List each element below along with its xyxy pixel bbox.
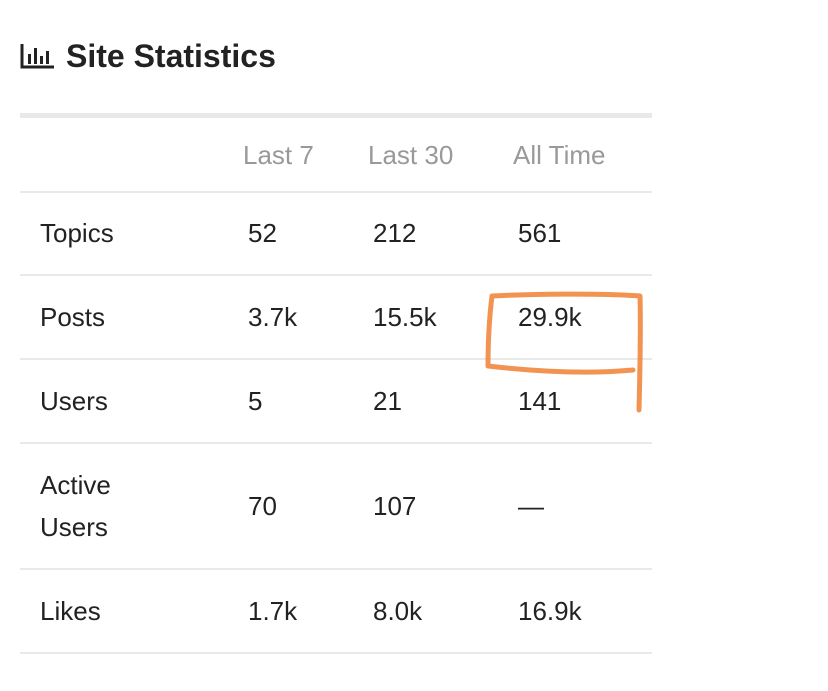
stat-value: 21 <box>353 380 498 422</box>
stat-value: 70 <box>228 485 353 527</box>
table-row: Active Users 70 107 — <box>20 444 652 570</box>
stats-icon <box>20 44 54 69</box>
cell-text: 141 <box>518 386 562 416</box>
cell-text: Posts <box>40 302 106 332</box>
stat-value: 15.5k <box>353 296 498 338</box>
title: Site Statistics <box>66 38 276 74</box>
row-label: Topics <box>20 212 228 254</box>
table-row: Topics 52 212 561 <box>20 192 652 276</box>
cell-text: Users <box>40 386 108 416</box>
stat-value: — <box>498 485 652 527</box>
row-label: Users <box>20 380 228 422</box>
cell-text: 15.5k <box>373 302 437 332</box>
cell-text: Topics <box>40 218 114 248</box>
stat-value: 107 <box>353 485 498 527</box>
cell-text: 16.9k <box>518 596 582 626</box>
cell-text: 212 <box>373 218 417 248</box>
stat-value: 16.9k <box>498 590 652 632</box>
row-label: Posts <box>20 296 228 338</box>
cell-text: 561 <box>518 218 562 248</box>
cell-text: 52 <box>248 218 277 248</box>
stat-value: 561 <box>498 212 652 254</box>
cell-text: — <box>518 491 544 521</box>
header-row: Last 7 Last 30 All Time <box>20 118 652 193</box>
cell-text: Likes <box>40 596 101 626</box>
stat-value: 5 <box>228 380 353 422</box>
cell-text: Active Users <box>40 470 111 542</box>
cell-text: 21 <box>373 386 402 416</box>
stat-value: 1.7k <box>228 590 353 632</box>
cell-text: 8.0k <box>373 596 423 626</box>
stat-value: 29.9k <box>498 296 652 338</box>
cell-text: 29.9k <box>518 302 582 332</box>
cell-text: 3.7k <box>248 302 298 332</box>
table-row: Posts 3.7k 15.5k 29.9k <box>20 276 652 360</box>
column-header: Last 7 <box>243 139 314 170</box>
cell-text: 107 <box>373 491 417 521</box>
cell-text: 70 <box>248 491 277 521</box>
column-header: Last 30 <box>368 139 454 170</box>
cell-text: 5 <box>248 386 263 416</box>
table-top-border <box>20 113 652 118</box>
stat-value: 212 <box>353 212 498 254</box>
row-label: Active Users <box>20 464 228 548</box>
cell-text: 1.7k <box>248 596 298 626</box>
stat-value: 3.7k <box>228 296 353 338</box>
stat-value: 141 <box>498 380 652 422</box>
stat-value: 8.0k <box>353 590 498 632</box>
table-row: Likes 1.7k 8.0k 16.9k <box>20 570 652 654</box>
table-row: Users 5 21 141 <box>20 360 652 444</box>
stat-value: 52 <box>228 212 353 254</box>
column-header: All Time <box>513 139 606 170</box>
row-label: Likes <box>20 590 228 632</box>
